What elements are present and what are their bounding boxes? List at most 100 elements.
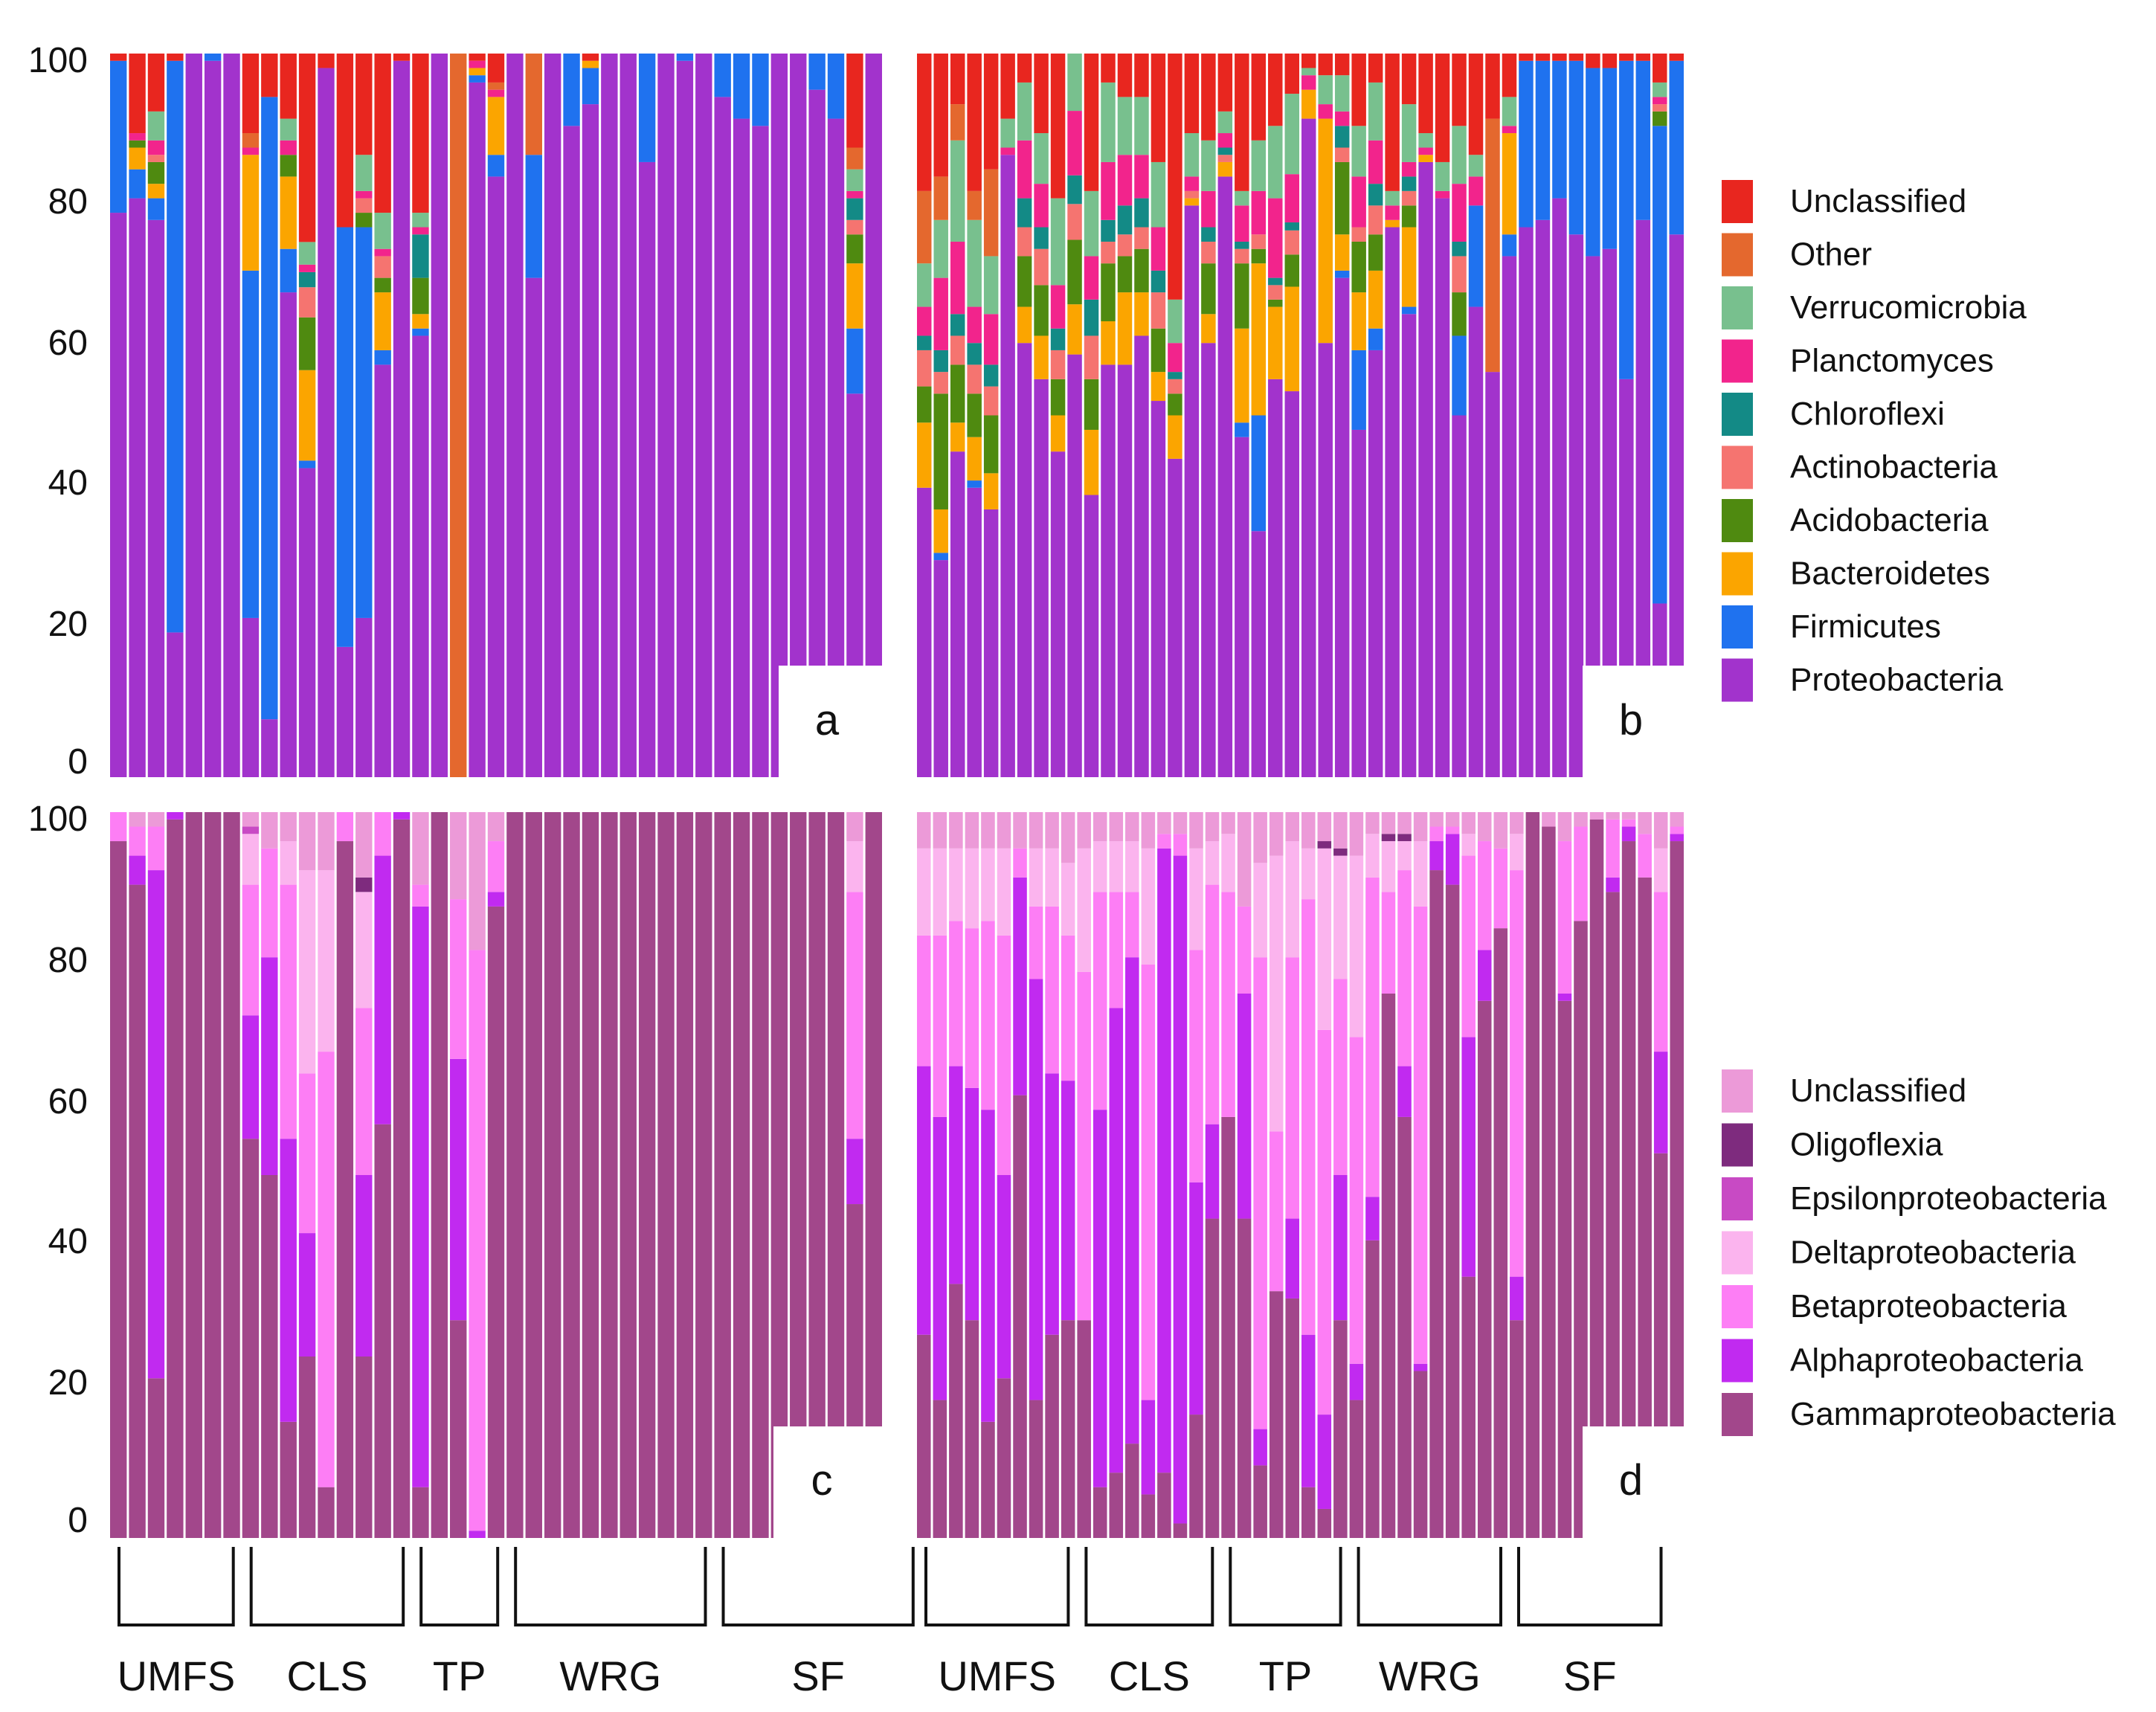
bar-segment [280,176,297,249]
bar-column [1117,54,1133,777]
bar-segment [469,82,486,778]
bar-segment [1468,306,1484,777]
bar-segment [374,364,391,777]
bar-segment [1101,321,1116,365]
bar-segment [1251,54,1267,141]
bar-segment [1221,812,1235,834]
bar-segment [582,60,599,68]
bar-segment [1653,848,1668,892]
bar-column [965,812,979,1538]
bar-segment [1168,299,1182,344]
bar-segment [1109,841,1124,892]
bar-segment [1251,415,1267,532]
bar-segment [1268,198,1283,278]
bar-segment [1045,906,1059,1074]
bar-segment [298,271,316,288]
bar-column [412,54,429,778]
bar-segment [1284,54,1299,94]
bar-segment [487,892,505,907]
bar-segment [1134,335,1149,778]
bar-column [1381,812,1396,1538]
bar-segment [1621,841,1636,1538]
bar-segment [1334,54,1350,76]
bar-segment [1117,97,1133,155]
bar-segment [1269,812,1284,856]
bar-segment [967,480,982,488]
bar-segment [1237,906,1252,994]
bar-segment [355,892,373,1008]
bar-segment [1284,254,1299,287]
site-label: UMFS [118,1653,236,1699]
bar-segment [1557,994,1572,1001]
bar-segment [355,54,373,155]
bar-segment [1235,437,1249,777]
legend-item: Oligoflexia [1722,1123,1943,1167]
bar-segment [846,54,863,148]
bar-segment [1351,292,1366,350]
bar-segment [1452,256,1467,293]
bar-segment [1349,1037,1364,1364]
bar-segment [1635,54,1651,61]
bar-segment [1067,204,1082,240]
bar-segment [1217,133,1233,148]
bar-column [638,54,656,777]
bar-segment [1084,256,1099,300]
bar-segment [1157,812,1171,834]
bar-segment [355,877,373,892]
bar-segment [933,277,948,350]
bar-segment [1301,848,1316,900]
bar-segment [1485,54,1500,119]
bar-segment [393,812,411,820]
bar-segment [147,161,165,184]
bar-segment [933,219,948,278]
bar-segment [1029,848,1043,907]
bar-segment [695,54,712,777]
bar-column [355,812,373,1538]
bar-segment [1034,184,1049,228]
bar-column [1552,54,1567,778]
bar-segment [355,190,373,199]
bar-column [695,54,712,777]
bar-column [204,812,222,1538]
y-tick-label: 0 [68,742,88,782]
bar-segment [1669,54,1684,61]
bar-column [997,812,1011,1538]
bar-segment [147,184,165,199]
bar-segment [1151,372,1166,402]
bar-segment [1301,118,1316,777]
y-tick-label: 100 [28,799,88,839]
bar-segment [1552,60,1567,199]
bar-segment [1061,863,1075,936]
legend-swatch [1722,393,1753,436]
bar-column [1284,54,1299,777]
bar-segment [983,54,999,170]
bar-segment [355,617,373,777]
bar-segment [1317,812,1332,842]
bar-segment [1217,54,1233,112]
bar-segment [1134,198,1149,228]
bar-segment [280,155,297,177]
bar-segment [1189,812,1203,849]
legend-item: Proteobacteria [1722,658,2004,702]
bar-segment [1050,54,1066,199]
bar-segment [261,1175,278,1538]
bar-segment [933,553,948,561]
bar-segment [1101,263,1116,322]
legend-label: Unclassified [1790,1072,1966,1109]
bar-column [318,812,335,1538]
bar-segment [733,118,750,777]
bar-column [917,812,931,1538]
bar-column [450,54,467,777]
bar-column [933,54,948,777]
bar-segment [1034,335,1049,379]
bar-segment [1413,841,1428,907]
site-label: SF [1563,1653,1617,1699]
bar-segment [1084,299,1099,336]
bar-segment [1205,1218,1220,1538]
legend-label: Planctomyces [1790,343,1994,379]
bar-segment [1351,54,1366,126]
bar-segment [1445,834,1460,885]
bar-segment [967,393,982,437]
bar-column [1034,54,1049,778]
bar-segment [1201,227,1216,242]
